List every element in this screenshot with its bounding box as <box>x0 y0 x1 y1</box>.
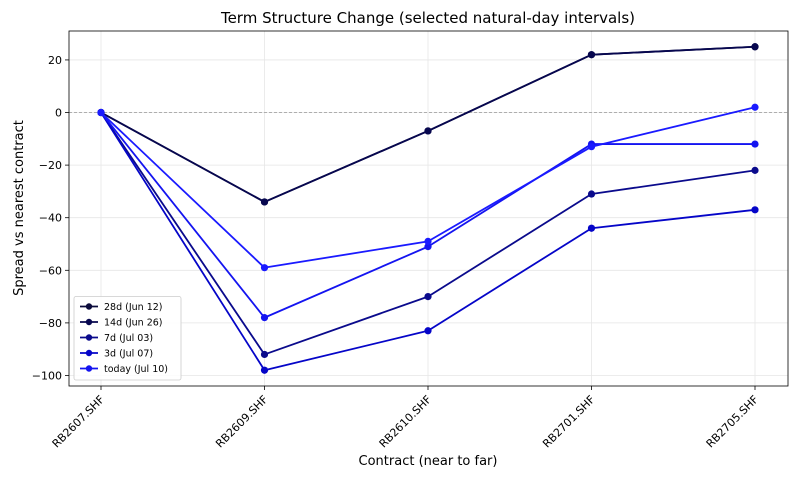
data-point <box>751 103 759 111</box>
legend-box <box>73 296 182 381</box>
x-axis-title: Contract (near to far) <box>359 454 498 469</box>
legend-label: 3d (Jul 07) <box>104 349 153 360</box>
x-tick-label: RB2607.SHF <box>50 393 107 450</box>
legend-swatch-marker <box>85 334 93 341</box>
x-tick-label: RB2610.SHF <box>377 393 434 450</box>
data-point <box>587 190 596 198</box>
data-point <box>587 143 596 151</box>
legend-swatch-marker <box>85 365 93 372</box>
legend-swatch-marker <box>85 318 93 326</box>
grid <box>69 31 788 386</box>
legend-label: 14d (Jun 26) <box>104 318 163 329</box>
legend-swatch-marker <box>85 349 93 357</box>
series-group <box>97 43 759 374</box>
x-tick-label: RB2609.SHF <box>213 393 270 450</box>
data-point <box>587 224 596 232</box>
y-tick-label: 20 <box>48 54 62 67</box>
data-point <box>424 243 432 251</box>
y-axis-ticks: 20 0 −20 −40 −60 −80 −100 <box>32 54 69 382</box>
series-5 <box>97 103 759 272</box>
y-tick-label: −20 <box>39 159 62 172</box>
plot-area-frame <box>68 30 789 387</box>
y-axis-title: Spread vs nearest contract <box>12 120 27 296</box>
x-axis-ticks: RB2607.SHF RB2609.SHF RB2610.SHF RB2701.SHF… <box>50 386 761 450</box>
x-tick-label: RB2705.SHF <box>704 393 761 450</box>
x-tick-label: RB2701.SHF <box>540 393 597 450</box>
legend-item: 14d (Jun 26) <box>80 318 163 329</box>
legend-label: 7d (Jul 03) <box>104 333 153 344</box>
y-tick-label: −100 <box>32 369 62 382</box>
data-point <box>260 198 269 206</box>
data-point <box>751 43 759 51</box>
y-tick-label: −40 <box>39 212 62 225</box>
data-point <box>424 292 432 301</box>
legend-item: 3d (Jul 07) <box>80 349 153 360</box>
data-point <box>260 366 269 374</box>
y-tick-label: 0 <box>55 107 62 120</box>
legend-item: today (Jul 10) <box>80 364 168 375</box>
y-tick-label: −60 <box>39 264 62 277</box>
chart-title: Term Structure Change (selected natural-… <box>220 9 635 27</box>
legend-label: today (Jul 10) <box>104 364 168 375</box>
data-point <box>260 314 269 322</box>
data-point <box>751 206 759 214</box>
data-point <box>587 51 596 59</box>
data-point <box>424 127 432 135</box>
data-point <box>424 237 432 245</box>
data-point <box>97 108 105 117</box>
legend-swatch-marker <box>85 303 93 310</box>
legend: 28d (Jun 12) 14d (Jun 26) 7d (Jul 03) 3d (J… <box>73 296 182 381</box>
data-point <box>751 140 759 148</box>
data-point <box>260 350 269 359</box>
data-point <box>751 166 759 174</box>
legend-label: 28d (Jun 12) <box>104 302 163 313</box>
legend-item: 28d (Jun 12) <box>80 302 163 313</box>
legend-item: 7d (Jul 03) <box>80 333 153 344</box>
y-tick-label: −80 <box>39 317 62 330</box>
data-point <box>260 264 269 272</box>
data-point <box>424 327 432 335</box>
